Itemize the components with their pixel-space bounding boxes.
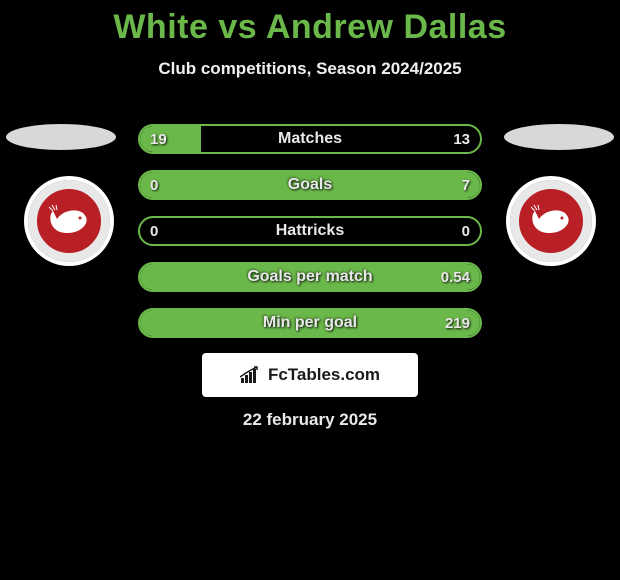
comparison-date: 22 february 2025 [0,410,620,430]
stat-row: 0Goals7 [138,170,482,200]
brand-name: FcTables.com [268,365,380,385]
chart-icon [240,366,262,384]
stat-row: Goals per match0.54 [138,262,482,292]
stat-value-right: 219 [445,315,470,332]
comparison-title: White vs Andrew Dallas [0,0,620,47]
shrimp-icon [529,203,573,239]
stat-value-right: 7 [462,177,470,194]
stat-label: Matches [140,130,480,148]
stat-row: 19Matches13 [138,124,482,154]
stat-label: Goals [140,176,480,194]
club-badge-right [506,176,596,266]
player-silhouette-right [504,124,614,150]
stat-label: Hattricks [140,222,480,240]
comparison-subtitle: Club competitions, Season 2024/2025 [0,59,620,79]
stat-value-right: 0 [462,223,470,240]
stat-row: 0Hattricks0 [138,216,482,246]
stat-label: Min per goal [140,314,480,332]
stat-value-right: 0.54 [441,269,470,286]
brand-attribution: FcTables.com [202,353,418,397]
stat-value-right: 13 [453,131,470,148]
stats-container: 19Matches130Goals70Hattricks0Goals per m… [138,124,482,354]
club-badge-left [24,176,114,266]
stat-row: Min per goal219 [138,308,482,338]
player-silhouette-left [6,124,116,150]
stat-label: Goals per match [140,268,480,286]
shrimp-icon [47,203,91,239]
